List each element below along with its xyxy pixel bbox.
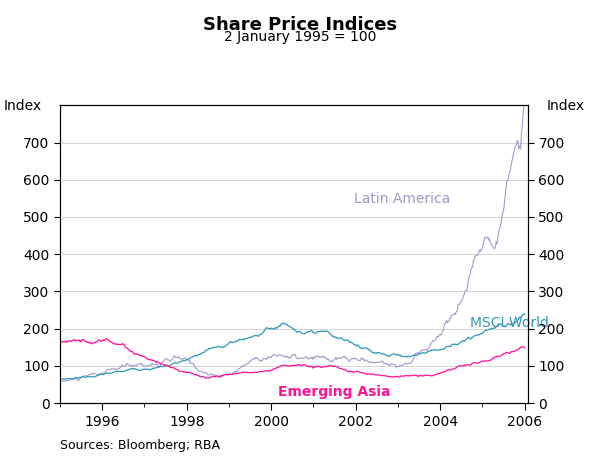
Text: Emerging Asia: Emerging Asia <box>278 386 391 399</box>
Text: MSCI World: MSCI World <box>470 316 548 331</box>
Text: Share Price Indices: Share Price Indices <box>203 16 397 34</box>
Text: Latin America: Latin America <box>354 192 450 206</box>
Text: Sources: Bloomberg; RBA: Sources: Bloomberg; RBA <box>60 439 220 452</box>
Text: 2 January 1995 = 100: 2 January 1995 = 100 <box>224 30 376 44</box>
Y-axis label: Index: Index <box>547 99 584 114</box>
Y-axis label: Index: Index <box>4 99 41 114</box>
